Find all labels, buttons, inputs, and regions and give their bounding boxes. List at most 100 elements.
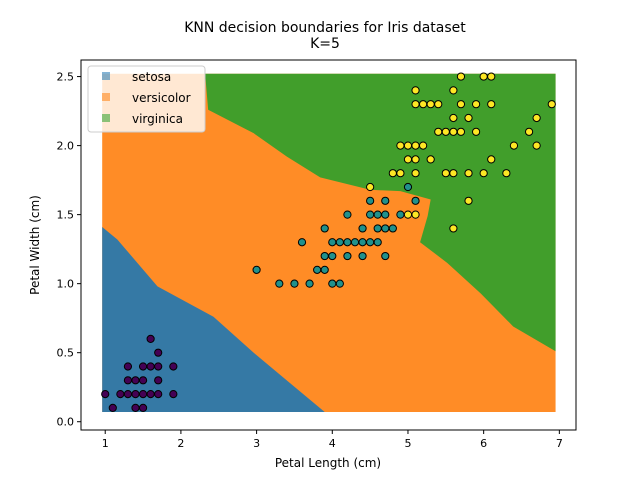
- point-virginica: [449, 86, 458, 95]
- x-tick-label: 1: [102, 437, 109, 450]
- x-axis: 1 2 3 4 5 6 7: [102, 430, 563, 450]
- point-setosa: [138, 376, 148, 385]
- point-versicolor: [305, 279, 314, 288]
- y-tick-label: 2.0: [57, 140, 75, 153]
- y-tick-label: 2.5: [57, 71, 75, 84]
- point-versicolor: [366, 238, 375, 247]
- point-virginica: [449, 127, 458, 136]
- x-tick-label: 7: [556, 437, 563, 450]
- point-setosa: [154, 362, 163, 371]
- point-versicolor: [396, 210, 405, 219]
- point-virginica: [419, 141, 428, 150]
- y-axis-label: Petal Width (cm): [28, 195, 42, 295]
- point-virginica: [411, 86, 420, 95]
- point-virginica: [524, 127, 534, 136]
- point-versicolor: [275, 279, 284, 288]
- x-tick-label: 2: [177, 437, 184, 450]
- point-virginica: [502, 169, 511, 178]
- point-virginica: [366, 182, 375, 192]
- point-virginica: [449, 169, 458, 178]
- point-virginica: [426, 155, 435, 164]
- x-tick-label: 4: [329, 437, 336, 450]
- legend-label-setosa: setosa: [132, 70, 171, 84]
- point-virginica: [456, 100, 466, 109]
- point-virginica: [487, 155, 496, 164]
- point-virginica: [441, 169, 450, 178]
- point-virginica: [388, 169, 397, 178]
- legend-swatch-virginica: [102, 114, 110, 122]
- point-versicolor: [403, 182, 413, 192]
- point-versicolor: [381, 210, 390, 219]
- point-setosa: [138, 390, 148, 399]
- x-axis-label: Petal Length (cm): [275, 456, 381, 470]
- point-versicolor: [313, 265, 322, 274]
- point-virginica: [487, 100, 496, 109]
- point-virginica: [426, 100, 435, 109]
- point-virginica: [411, 210, 420, 219]
- point-virginica: [419, 100, 428, 109]
- point-virginica: [532, 141, 541, 150]
- point-virginica: [464, 169, 473, 178]
- point-virginica: [464, 196, 473, 205]
- x-tick-label: 5: [404, 437, 411, 450]
- point-versicolor: [290, 279, 299, 288]
- point-versicolor: [366, 196, 375, 205]
- point-virginica: [547, 100, 556, 109]
- point-virginica: [449, 224, 458, 233]
- chart-title: KNN decision boundaries for Iris dataset: [184, 20, 466, 36]
- point-virginica: [487, 72, 496, 81]
- y-axis: 0.0 0.5 1.0 1.5 2.0 2.5: [57, 71, 81, 429]
- point-setosa: [101, 390, 110, 399]
- point-setosa: [146, 362, 155, 371]
- y-tick-label: 0.0: [57, 416, 75, 429]
- region-virginica: [205, 73, 556, 352]
- legend-label-virginica: virginica: [132, 112, 183, 126]
- point-versicolor: [366, 210, 375, 219]
- point-setosa: [146, 334, 155, 343]
- legend-swatch-versicolor: [102, 93, 110, 101]
- point-versicolor: [381, 251, 390, 261]
- point-virginica: [456, 127, 466, 136]
- point-setosa: [169, 362, 178, 371]
- x-tick-label: 3: [253, 437, 260, 450]
- point-versicolor: [358, 238, 367, 247]
- point-setosa: [131, 403, 140, 413]
- point-versicolor: [328, 251, 337, 261]
- point-versicolor: [335, 238, 344, 247]
- data-points: [101, 72, 556, 413]
- point-virginica: [464, 113, 473, 123]
- point-setosa: [169, 390, 178, 399]
- point-setosa: [131, 390, 140, 399]
- point-versicolor: [328, 279, 337, 288]
- point-virginica: [471, 100, 481, 109]
- point-virginica: [403, 155, 413, 164]
- legend: setosa versicolor virginica: [87, 65, 206, 133]
- point-versicolor: [373, 224, 382, 233]
- point-virginica: [471, 127, 481, 136]
- point-setosa: [154, 376, 163, 385]
- point-virginica: [434, 127, 443, 136]
- point-versicolor: [335, 279, 344, 288]
- point-virginica: [403, 210, 413, 219]
- point-virginica: [441, 127, 450, 136]
- point-virginica: [411, 100, 420, 109]
- point-setosa: [131, 376, 140, 385]
- point-virginica: [456, 72, 466, 81]
- point-virginica: [411, 141, 420, 150]
- point-setosa: [123, 376, 133, 385]
- point-setosa: [146, 390, 155, 399]
- point-versicolor: [381, 196, 390, 205]
- point-versicolor: [343, 251, 352, 261]
- chart-subtitle: K=5: [310, 36, 340, 52]
- point-versicolor: [373, 238, 382, 247]
- point-versicolor: [320, 265, 329, 274]
- point-setosa: [123, 362, 133, 371]
- point-versicolor: [350, 238, 360, 247]
- point-versicolor: [358, 251, 367, 261]
- point-versicolor: [320, 251, 329, 261]
- point-virginica: [479, 72, 488, 81]
- point-setosa: [116, 390, 125, 399]
- point-setosa: [138, 403, 148, 413]
